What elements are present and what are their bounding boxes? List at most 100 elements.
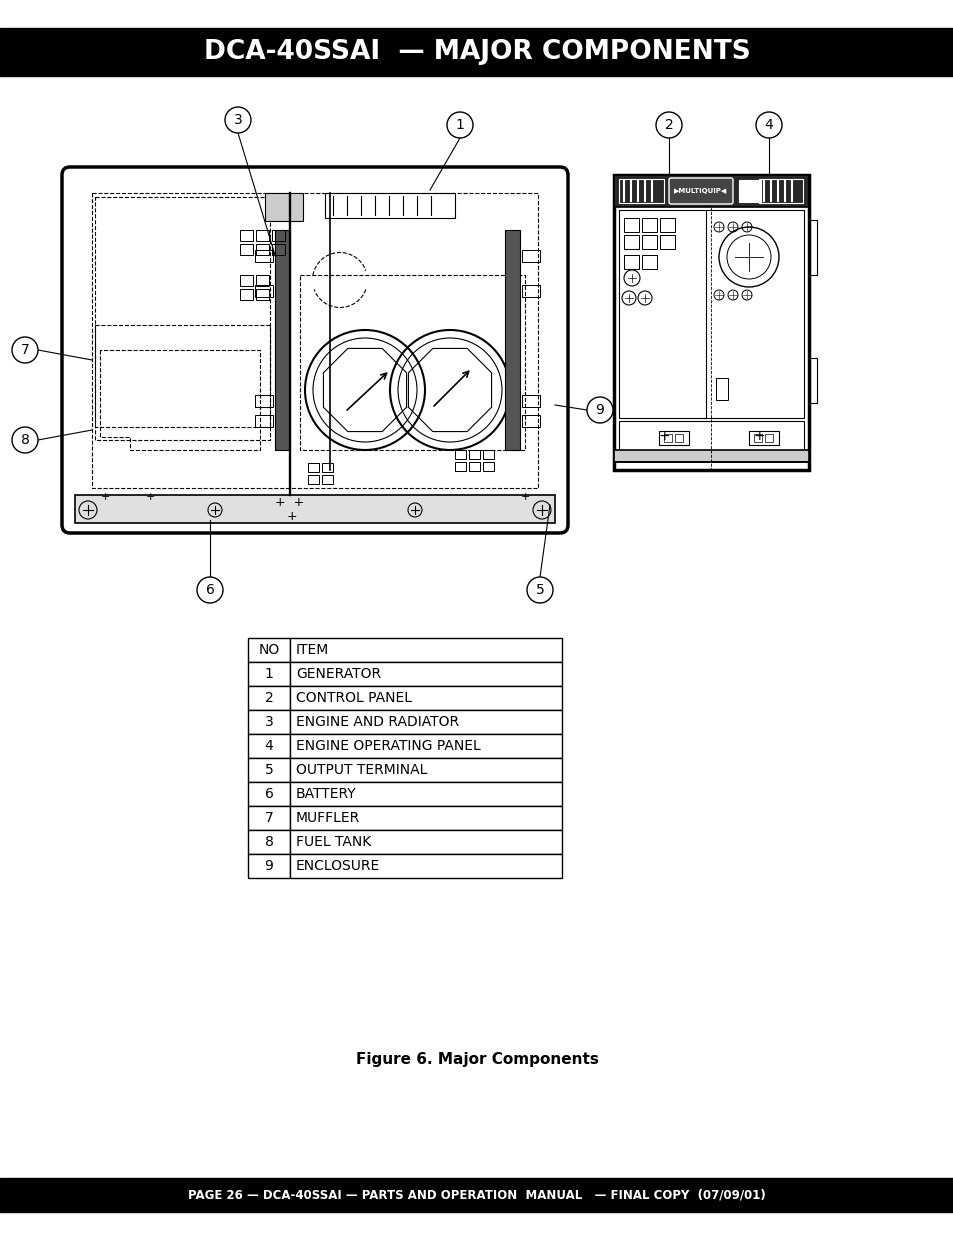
Bar xyxy=(623,219,639,232)
Text: +: + xyxy=(753,429,764,443)
Bar xyxy=(623,235,639,249)
Text: ▶MULTIQUIP◀: ▶MULTIQUIP◀ xyxy=(674,188,727,194)
Text: DCA-40SSAI  — MAJOR COMPONENTS: DCA-40SSAI — MAJOR COMPONENTS xyxy=(203,40,750,65)
FancyBboxPatch shape xyxy=(668,178,732,204)
Bar xyxy=(75,495,555,522)
Bar xyxy=(265,193,303,221)
Bar xyxy=(739,180,760,203)
Text: PAGE 26 — DCA-40SSAI — PARTS AND OPERATION  MANUAL   — FINAL COPY  (07/09/01): PAGE 26 — DCA-40SSAI — PARTS AND OPERATI… xyxy=(188,1188,765,1202)
Bar xyxy=(248,734,290,758)
Circle shape xyxy=(225,107,251,133)
Text: BATTERY: BATTERY xyxy=(295,787,356,802)
Bar xyxy=(248,662,290,685)
Bar xyxy=(614,450,808,462)
Bar xyxy=(248,710,290,734)
Bar xyxy=(322,463,333,472)
Text: +: + xyxy=(658,429,669,443)
Bar xyxy=(641,235,657,249)
Text: MUFFLER: MUFFLER xyxy=(295,811,360,825)
Bar xyxy=(308,475,318,484)
Bar xyxy=(759,179,802,203)
Text: +: + xyxy=(519,492,529,501)
Circle shape xyxy=(586,396,613,424)
Bar xyxy=(254,249,273,262)
Bar xyxy=(808,220,816,275)
Text: 2: 2 xyxy=(664,119,673,132)
Text: +  +: + + xyxy=(275,496,304,510)
Bar xyxy=(455,462,465,471)
Bar xyxy=(659,219,675,232)
Bar xyxy=(248,830,290,853)
Circle shape xyxy=(196,577,223,603)
Bar xyxy=(255,230,269,241)
Bar xyxy=(808,358,816,403)
Bar xyxy=(255,289,269,300)
Text: 7: 7 xyxy=(21,343,30,357)
Text: 6: 6 xyxy=(205,583,214,597)
Bar xyxy=(641,254,657,269)
Text: 2: 2 xyxy=(264,692,274,705)
Text: FUEL TANK: FUEL TANK xyxy=(295,835,371,848)
Bar xyxy=(248,853,290,878)
Bar xyxy=(482,462,494,471)
Bar xyxy=(290,758,561,782)
Bar xyxy=(290,662,561,685)
Text: 1: 1 xyxy=(456,119,464,132)
Bar xyxy=(308,463,318,472)
Bar xyxy=(272,230,285,241)
Circle shape xyxy=(12,337,38,363)
Bar xyxy=(290,638,561,662)
Bar xyxy=(325,193,455,219)
Bar xyxy=(240,275,253,287)
Text: 3: 3 xyxy=(264,715,274,729)
Bar xyxy=(248,806,290,830)
Text: 9: 9 xyxy=(595,403,604,417)
Bar xyxy=(240,230,253,241)
Bar xyxy=(255,275,269,287)
Circle shape xyxy=(656,112,681,138)
Bar xyxy=(618,179,663,203)
Bar xyxy=(240,289,253,300)
Bar xyxy=(290,685,561,710)
Bar xyxy=(290,734,561,758)
Bar xyxy=(299,275,524,450)
Bar xyxy=(521,415,539,427)
Bar xyxy=(469,450,479,459)
Bar xyxy=(95,325,270,440)
Bar xyxy=(290,853,561,878)
Circle shape xyxy=(526,577,553,603)
Bar xyxy=(521,285,539,296)
Bar xyxy=(618,421,803,451)
Bar xyxy=(322,475,333,484)
Circle shape xyxy=(447,112,473,138)
Bar xyxy=(254,285,273,296)
Text: +: + xyxy=(100,492,110,501)
Bar xyxy=(290,830,561,853)
Bar xyxy=(95,198,270,427)
Bar xyxy=(248,782,290,806)
Circle shape xyxy=(12,427,38,453)
Bar xyxy=(764,433,772,442)
Bar xyxy=(614,175,808,207)
Text: ENCLOSURE: ENCLOSURE xyxy=(295,860,380,873)
Bar xyxy=(290,806,561,830)
Bar xyxy=(748,431,779,445)
Bar xyxy=(716,378,727,400)
Bar xyxy=(248,685,290,710)
Bar xyxy=(753,433,761,442)
Text: 5: 5 xyxy=(264,763,274,777)
Text: 6: 6 xyxy=(264,787,274,802)
Text: GENERATOR: GENERATOR xyxy=(295,667,381,680)
Text: Figure 6. Major Components: Figure 6. Major Components xyxy=(355,1052,598,1067)
Bar xyxy=(254,395,273,408)
Bar xyxy=(455,450,465,459)
Text: 7: 7 xyxy=(264,811,274,825)
Bar xyxy=(618,210,803,417)
Text: ITEM: ITEM xyxy=(295,643,329,657)
Bar xyxy=(614,175,808,471)
Text: 9: 9 xyxy=(264,860,274,873)
Text: NO: NO xyxy=(258,643,279,657)
Circle shape xyxy=(755,112,781,138)
Bar xyxy=(290,782,561,806)
Bar xyxy=(0,28,953,77)
